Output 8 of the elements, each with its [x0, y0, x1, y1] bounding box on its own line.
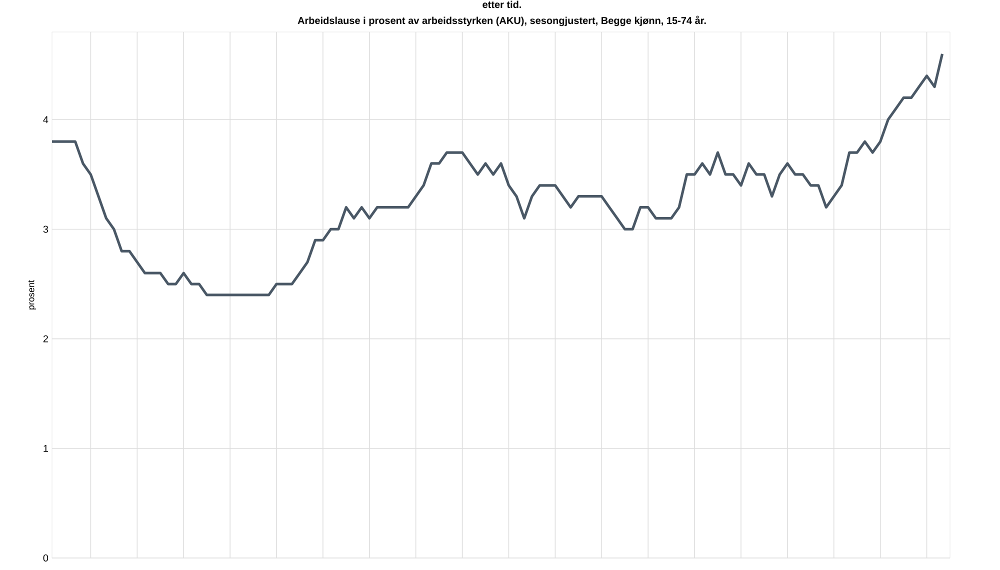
y-tick-label: 3 [43, 226, 48, 233]
chart-title: etter tid. [482, 0, 522, 8]
chart-subtitle: Arbeidslause i prosent av arbeidsstyrken (AKU), sesongjustert, Begge kjønn, 15-74 år. [298, 16, 706, 26]
y-tick-label: 0 [43, 554, 48, 562]
y-axis-title: prosent [28, 280, 36, 310]
y-tick-label: 1 [44, 444, 48, 452]
y-tick-label: 2 [43, 335, 48, 342]
y-tick-label: 4 [43, 116, 48, 124]
